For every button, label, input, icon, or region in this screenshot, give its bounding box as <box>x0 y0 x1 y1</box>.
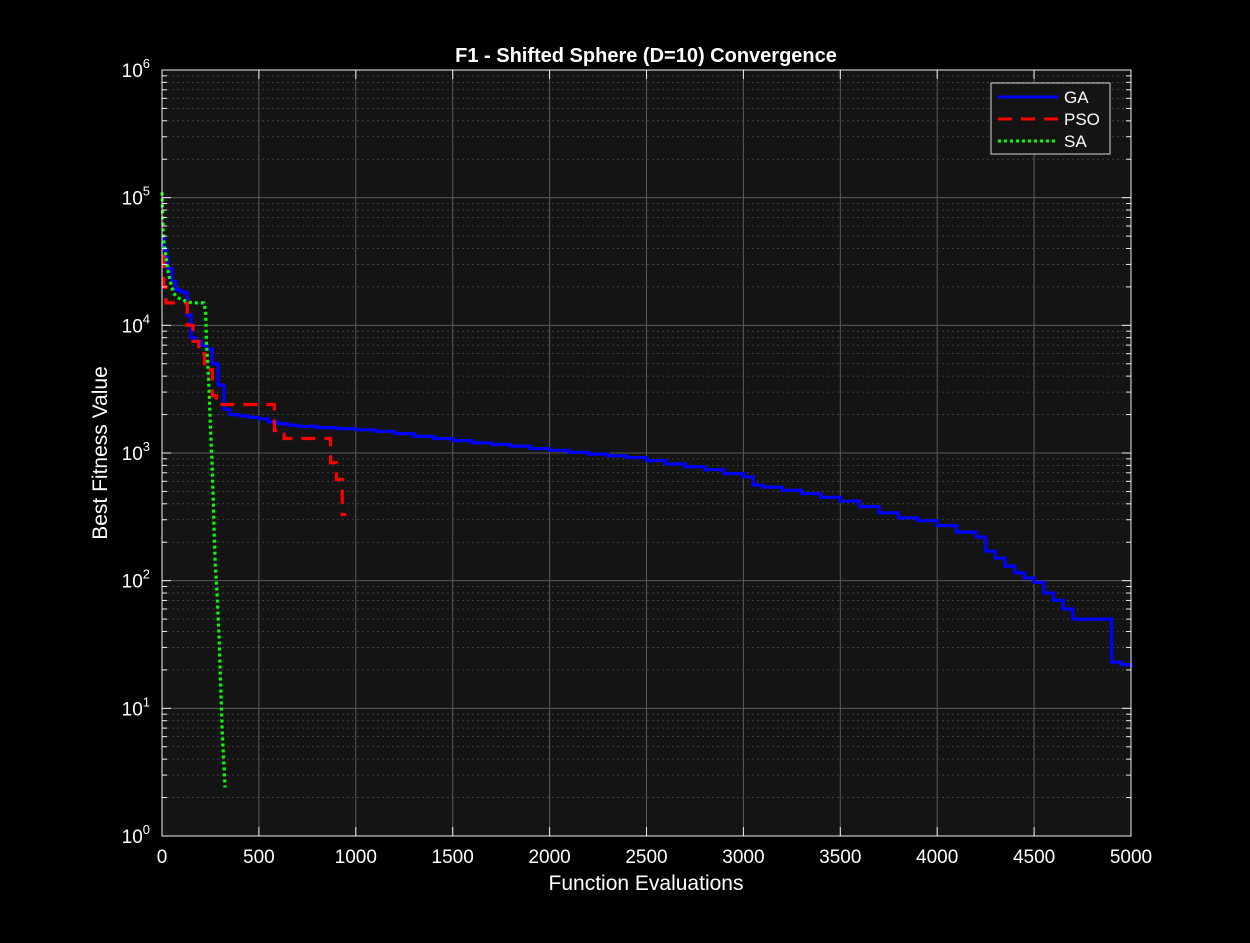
x-tick-label: 500 <box>243 847 275 868</box>
chart-title: F1 - Shifted Sphere (D=10) Convergence <box>455 45 837 67</box>
series-ga-line <box>162 234 1133 668</box>
x-tick-label: 2000 <box>528 847 570 868</box>
y-tick-label: 102 <box>122 567 150 593</box>
x-tick-label: 1500 <box>432 847 474 868</box>
y-tick-label: 104 <box>122 311 150 337</box>
legend-label-sa: SA <box>1064 132 1087 151</box>
y-tick-label: 100 <box>122 822 150 848</box>
x-tick-label: 1000 <box>335 847 377 868</box>
y-tick-labels: 100 101 102 103 104 105 106 <box>122 56 150 848</box>
minor-grid <box>162 75 1131 798</box>
x-tick-label: 5000 <box>1110 847 1152 868</box>
x-tick-label: 3000 <box>722 847 764 868</box>
legend-label-ga: GA <box>1064 88 1089 107</box>
legend-label-pso: PSO <box>1064 110 1100 129</box>
x-tick-label: 4500 <box>1013 847 1055 868</box>
x-tick-labels: 0 500 1000 1500 2000 2500 3000 3500 4000 4500 5000 <box>157 847 1152 868</box>
y-axis-label: Best Fitness Value <box>89 366 112 540</box>
series-layer <box>160 192 1133 788</box>
y-tick-label: 105 <box>122 184 150 210</box>
y-tick-label: 106 <box>122 56 150 82</box>
x-axis-label: Function Evaluations <box>549 872 744 895</box>
y-tick-label: 103 <box>122 439 150 465</box>
series-sa-line <box>160 192 227 788</box>
x-tick-label: 3500 <box>819 847 861 868</box>
x-tick-label: 0 <box>157 847 168 868</box>
legend[interactable]: GA PSO SA <box>990 82 1111 155</box>
y-tick-label: 101 <box>122 694 150 720</box>
x-tick-label: 2500 <box>625 847 667 868</box>
series-pso-line <box>162 254 347 517</box>
x-tick-label: 4000 <box>916 847 958 868</box>
axis-ticks <box>161 69 1132 837</box>
